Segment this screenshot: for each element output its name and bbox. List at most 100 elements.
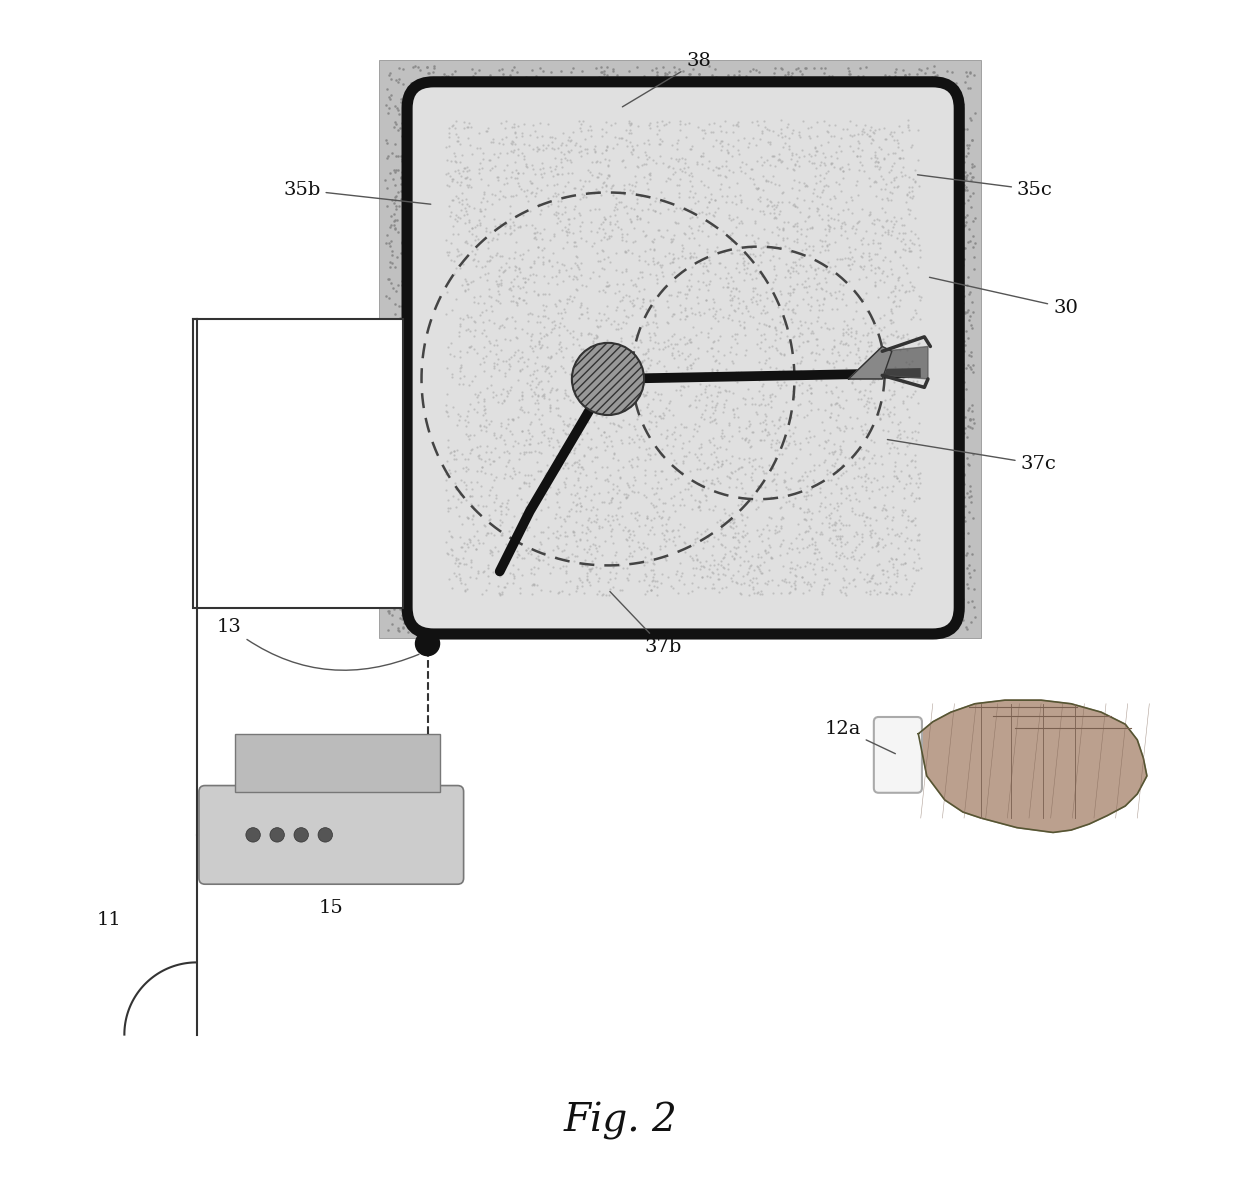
Point bbox=[678, 474, 698, 493]
Point bbox=[569, 450, 589, 469]
Point bbox=[465, 320, 485, 339]
Point bbox=[946, 255, 966, 274]
Point bbox=[635, 279, 655, 298]
Point bbox=[393, 350, 413, 369]
Point bbox=[707, 448, 727, 467]
Point bbox=[397, 173, 417, 192]
Point bbox=[644, 389, 663, 408]
Point bbox=[610, 467, 630, 486]
Point bbox=[765, 85, 785, 105]
Point bbox=[404, 318, 424, 337]
Point bbox=[851, 416, 870, 435]
Point bbox=[531, 522, 551, 541]
Point bbox=[759, 455, 779, 474]
Point bbox=[529, 75, 549, 94]
Point bbox=[510, 610, 529, 629]
Point bbox=[520, 201, 539, 220]
Point bbox=[837, 533, 857, 552]
Point bbox=[941, 149, 961, 168]
Point bbox=[701, 319, 720, 338]
Point bbox=[528, 399, 548, 419]
Point bbox=[399, 531, 419, 550]
Point bbox=[455, 618, 475, 638]
Point bbox=[564, 381, 584, 401]
Point bbox=[554, 302, 574, 321]
Point bbox=[675, 224, 694, 243]
Point bbox=[399, 230, 419, 249]
Point bbox=[644, 200, 663, 219]
Point bbox=[490, 565, 510, 585]
Point bbox=[925, 66, 945, 85]
Point bbox=[895, 333, 915, 352]
Point bbox=[730, 585, 750, 604]
Point bbox=[565, 254, 585, 273]
Point bbox=[940, 480, 960, 499]
Point bbox=[557, 135, 577, 154]
Point bbox=[627, 268, 647, 288]
Point bbox=[810, 525, 830, 544]
Point bbox=[398, 557, 418, 576]
Point bbox=[450, 245, 470, 265]
Point bbox=[832, 614, 852, 633]
Point bbox=[525, 354, 544, 373]
Point bbox=[485, 500, 505, 520]
Point bbox=[635, 367, 655, 386]
Point bbox=[899, 355, 919, 374]
Point bbox=[670, 283, 689, 302]
Point bbox=[882, 385, 901, 404]
Point bbox=[774, 473, 794, 492]
Point bbox=[492, 393, 512, 413]
Point bbox=[471, 476, 491, 496]
Point bbox=[718, 553, 738, 573]
Point bbox=[857, 302, 877, 321]
Point bbox=[751, 547, 771, 567]
Point bbox=[672, 241, 692, 260]
Point bbox=[620, 343, 640, 362]
Point bbox=[786, 340, 806, 360]
Point bbox=[866, 120, 885, 140]
Point bbox=[885, 452, 905, 472]
Point bbox=[481, 184, 501, 203]
Point bbox=[849, 491, 869, 510]
Point bbox=[732, 478, 751, 497]
Point bbox=[882, 156, 901, 176]
Point bbox=[588, 499, 608, 518]
Point bbox=[671, 414, 691, 433]
Point bbox=[568, 330, 588, 349]
Point bbox=[601, 176, 621, 195]
Point bbox=[484, 451, 503, 470]
Point bbox=[449, 188, 469, 207]
Point bbox=[680, 330, 699, 349]
Point bbox=[490, 274, 510, 294]
Point bbox=[939, 179, 959, 198]
Point bbox=[769, 409, 789, 428]
Point bbox=[381, 475, 401, 494]
Point bbox=[694, 399, 714, 419]
Point bbox=[641, 543, 661, 562]
Point bbox=[676, 249, 696, 268]
Point bbox=[683, 316, 703, 336]
Point bbox=[691, 434, 711, 454]
Point bbox=[687, 153, 707, 172]
Point bbox=[578, 438, 598, 457]
Point bbox=[714, 547, 734, 567]
Point bbox=[688, 496, 708, 515]
Point bbox=[756, 283, 776, 302]
Point bbox=[589, 167, 609, 186]
Point bbox=[635, 142, 655, 161]
Point bbox=[601, 526, 621, 545]
Point bbox=[554, 478, 574, 497]
Point bbox=[766, 197, 786, 217]
Point bbox=[622, 275, 642, 295]
Point bbox=[531, 205, 551, 224]
Point bbox=[469, 164, 489, 183]
Point bbox=[401, 73, 420, 93]
Point bbox=[507, 168, 527, 188]
Point bbox=[570, 464, 590, 484]
Point bbox=[892, 358, 911, 378]
Point bbox=[949, 399, 968, 419]
Point bbox=[841, 327, 861, 346]
Point bbox=[764, 146, 784, 165]
Point bbox=[801, 288, 821, 307]
Point bbox=[517, 158, 537, 177]
